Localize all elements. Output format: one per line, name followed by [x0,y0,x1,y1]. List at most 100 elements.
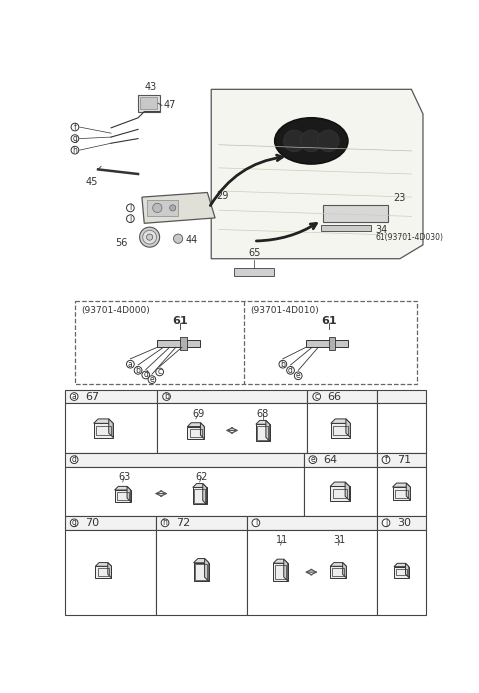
Text: d: d [288,366,293,375]
Bar [195,565,207,580]
Bar [377,389,426,403]
Circle shape [70,456,78,464]
Text: 29: 29 [217,191,229,202]
Bar [96,426,111,435]
Polygon shape [345,482,350,500]
Bar [304,453,377,466]
Polygon shape [256,421,270,424]
Text: 30: 30 [397,518,411,528]
Circle shape [170,205,176,211]
Bar [377,403,426,453]
Text: 67: 67 [85,392,99,401]
Polygon shape [211,89,423,258]
Circle shape [153,203,162,213]
Polygon shape [330,566,346,578]
Text: j: j [129,214,132,223]
Circle shape [287,367,295,374]
Bar [190,429,202,437]
Circle shape [284,130,305,152]
Bar [396,569,407,575]
Circle shape [295,372,302,380]
Text: 65: 65 [248,248,261,258]
Bar [65,529,156,615]
Text: e: e [310,455,315,464]
Circle shape [126,204,134,212]
Text: h: h [72,146,78,155]
Text: 11: 11 [276,535,288,545]
Text: f: f [74,123,76,132]
Circle shape [279,360,287,368]
Text: (93701-4D000): (93701-4D000) [81,306,150,315]
Circle shape [309,456,317,464]
Polygon shape [194,563,209,581]
Bar [157,340,200,347]
Polygon shape [187,423,204,427]
Text: 72: 72 [176,518,190,528]
Bar [156,516,247,529]
Circle shape [70,519,78,527]
Text: d: d [143,371,148,380]
Bar [308,403,377,453]
Text: 64: 64 [324,455,338,465]
Polygon shape [392,487,411,500]
Circle shape [134,367,142,374]
Text: 23: 23 [394,193,406,203]
Polygon shape [394,563,409,567]
Bar [395,489,408,498]
Polygon shape [95,563,112,566]
Circle shape [142,371,149,379]
Text: 44: 44 [186,235,198,245]
Polygon shape [331,423,350,437]
Ellipse shape [139,227,160,247]
Text: g: g [72,134,78,143]
Bar [333,489,347,498]
Polygon shape [406,483,411,500]
Text: 34: 34 [375,225,388,235]
Text: e: e [149,375,154,384]
Polygon shape [142,193,215,223]
Text: b: b [136,366,140,375]
Bar [148,200,178,216]
Bar [377,516,426,529]
Text: h: h [162,518,168,527]
Bar [247,529,377,615]
Polygon shape [114,486,131,490]
Text: 31: 31 [334,535,346,545]
Polygon shape [203,484,206,505]
Circle shape [148,376,156,383]
Text: b: b [280,360,285,369]
Text: 69: 69 [192,409,204,419]
Bar [157,389,308,403]
Text: a: a [128,360,133,369]
Text: 62: 62 [195,472,207,482]
Circle shape [382,456,390,464]
Text: j: j [385,518,387,527]
Text: g: g [72,518,77,527]
Text: c: c [315,392,319,401]
Polygon shape [266,421,270,441]
Ellipse shape [173,234,182,243]
Circle shape [318,130,339,152]
Bar [377,529,426,615]
Polygon shape [330,482,350,486]
Polygon shape [273,563,288,581]
Polygon shape [342,563,346,578]
Bar [308,389,377,403]
Text: (93701-4D010): (93701-4D010) [251,306,319,315]
Bar [306,340,348,347]
Text: i: i [129,204,132,212]
Text: 56: 56 [115,238,127,248]
Ellipse shape [275,118,348,164]
Circle shape [71,123,79,131]
Text: a: a [72,392,77,401]
Circle shape [252,519,260,527]
Polygon shape [256,424,270,441]
Text: b: b [164,392,169,401]
Circle shape [161,519,169,527]
Bar [65,466,304,516]
Bar [181,337,187,349]
Polygon shape [273,559,288,563]
Circle shape [70,393,78,401]
Bar [329,337,335,349]
Bar [65,453,304,466]
